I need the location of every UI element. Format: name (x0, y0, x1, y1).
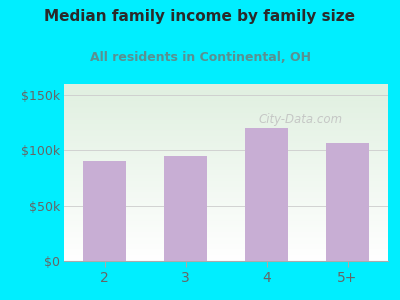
Text: Median family income by family size: Median family income by family size (44, 9, 356, 24)
Bar (246, 128, 288, 261)
Bar (164, 156, 206, 261)
Bar (326, 142, 368, 261)
Text: City-Data.com: City-Data.com (258, 113, 342, 126)
Bar (84, 161, 126, 261)
Text: All residents in Continental, OH: All residents in Continental, OH (90, 51, 310, 64)
